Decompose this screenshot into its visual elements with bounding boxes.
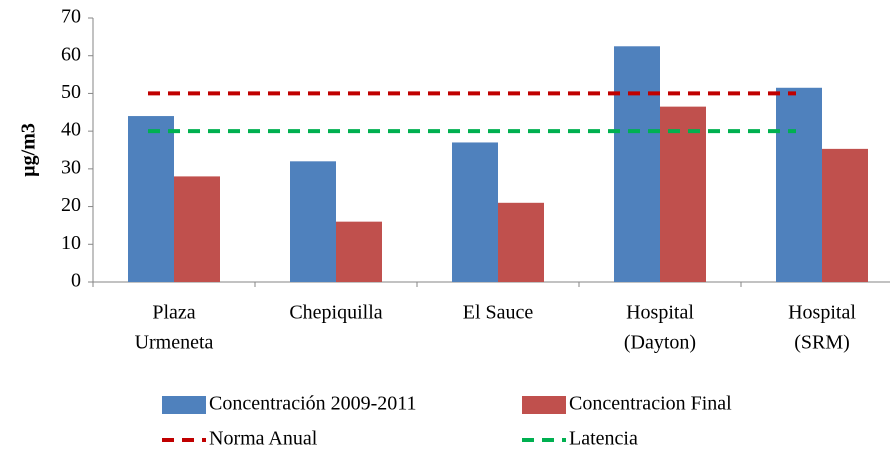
bar xyxy=(498,202,544,282)
y-tick-label: 20 xyxy=(61,194,81,216)
x-tick-label: Urmeneta xyxy=(135,332,214,354)
bar xyxy=(776,87,822,283)
bar xyxy=(614,46,660,283)
x-tick-label: Plaza xyxy=(152,302,195,324)
x-tick-label: (SRM) xyxy=(794,332,850,354)
legend-swatch xyxy=(162,396,206,414)
x-tick-label: Hospital xyxy=(788,302,856,324)
y-axis-label: µg/m3 xyxy=(18,123,40,177)
bar xyxy=(660,106,706,282)
y-tick-label: 0 xyxy=(71,270,81,292)
x-tick-label: El Sauce xyxy=(463,302,534,324)
legend-label: Concentración 2009-2011 xyxy=(209,393,417,415)
legend-label: Latencia xyxy=(569,428,638,450)
bar xyxy=(290,161,336,282)
bar xyxy=(452,142,498,282)
bar xyxy=(128,116,174,282)
x-tick-label: (Dayton) xyxy=(624,332,696,354)
y-tick-label: 10 xyxy=(61,232,81,254)
legend-swatch xyxy=(522,396,566,414)
legend-label: Norma Anual xyxy=(209,428,318,450)
y-tick-label: 70 xyxy=(61,6,81,28)
bar xyxy=(174,176,220,282)
x-tick-label: Chepiquilla xyxy=(289,302,382,324)
y-tick-label: 30 xyxy=(61,156,81,178)
bar xyxy=(822,148,868,282)
y-tick-label: 40 xyxy=(61,119,81,141)
legend-label: Concentracion Final xyxy=(569,393,732,415)
bar xyxy=(336,221,382,282)
y-tick-label: 60 xyxy=(61,43,81,65)
y-tick-label: 50 xyxy=(61,81,81,103)
x-tick-label: Hospital xyxy=(626,302,694,324)
